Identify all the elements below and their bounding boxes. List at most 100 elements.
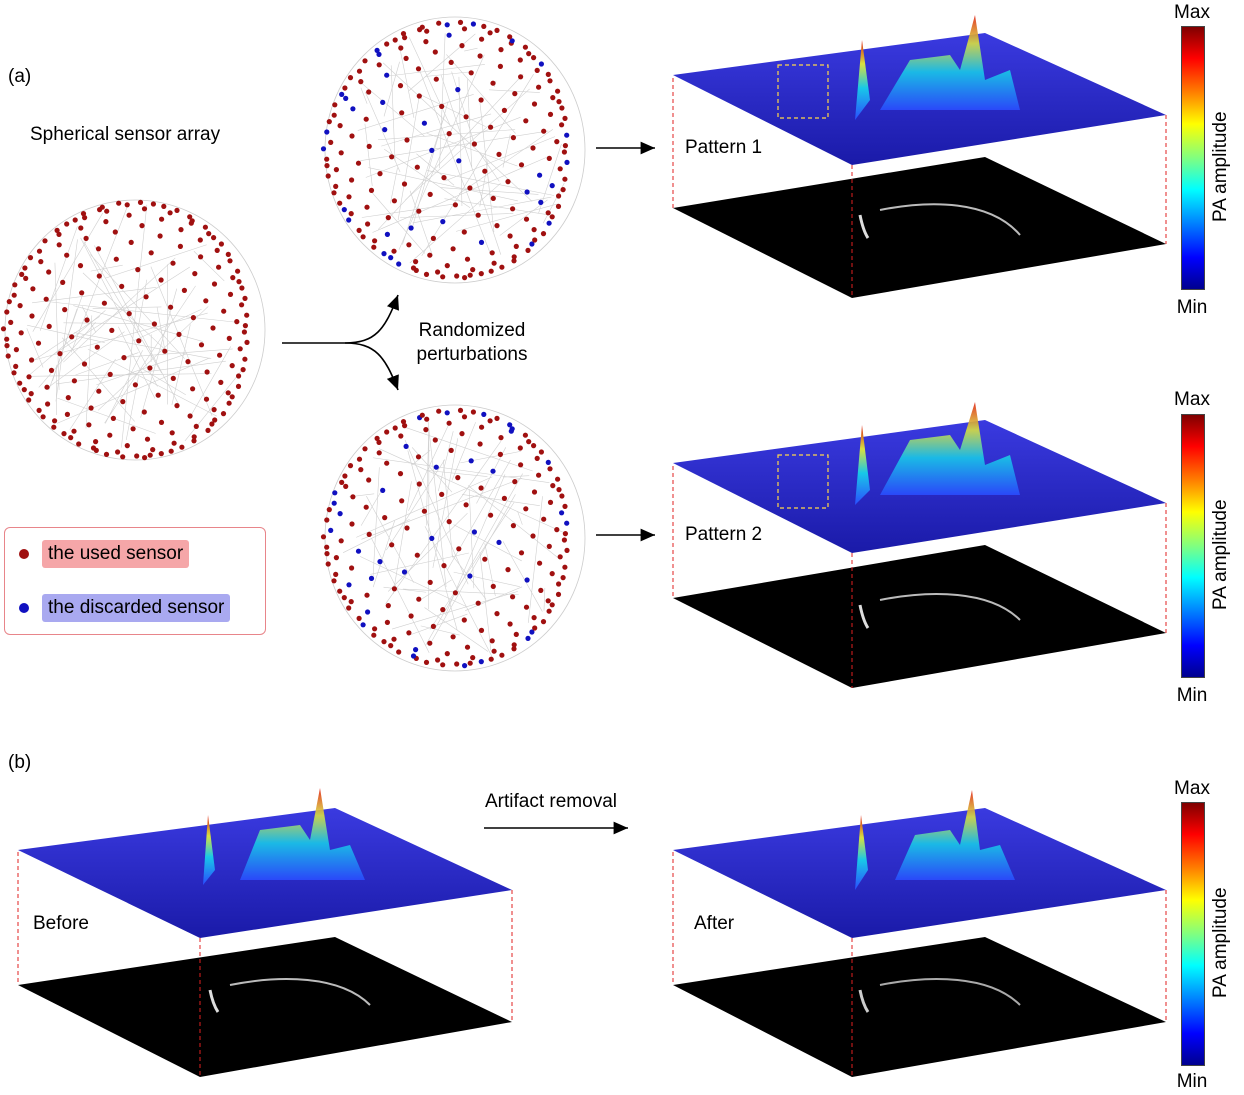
sensor-dot <box>564 520 570 526</box>
sensor-dot <box>481 23 487 29</box>
sensor-dot <box>203 298 209 304</box>
sensor-dot <box>421 508 427 514</box>
sensor-dot <box>530 145 536 151</box>
sensor-dot <box>488 512 494 518</box>
sensor-dot <box>203 396 210 402</box>
sensor-dot <box>400 419 407 425</box>
sensor-dot <box>478 271 484 277</box>
sensor-dot <box>487 30 493 36</box>
sensor-dot <box>511 258 517 264</box>
sensor-dot <box>356 68 363 74</box>
sensor-dot <box>244 312 250 318</box>
sensor-dot <box>381 251 387 257</box>
sensor-dot <box>126 212 132 218</box>
sensor-dot <box>362 446 368 452</box>
sensor-dot <box>382 515 388 521</box>
sensor-dot <box>536 472 542 478</box>
sensor-dot <box>517 445 523 451</box>
sensor-dot <box>88 405 94 411</box>
sensor-dot <box>385 603 391 609</box>
sensor-dot <box>471 529 477 535</box>
sensor-dot <box>337 200 343 206</box>
sensor-dot <box>96 273 102 279</box>
sensor-dot <box>429 535 435 542</box>
sensor-dot <box>454 661 460 667</box>
sensor-dot <box>101 300 107 306</box>
sensor-dot <box>497 451 503 457</box>
sensor-dot <box>377 559 383 565</box>
sensor-dot <box>115 449 121 455</box>
panel-b-label: (b) <box>8 752 32 773</box>
sensor-dot <box>325 173 331 179</box>
sensor-dot <box>191 434 197 440</box>
sensor-dot <box>481 411 487 417</box>
sensor-dot <box>517 57 523 63</box>
sensor-dot <box>410 653 417 659</box>
sensor-dot <box>331 578 337 584</box>
sensor-dot <box>110 415 116 421</box>
colorbar-2-title: PA amplitude <box>1210 499 1231 610</box>
sensor-dot <box>518 74 524 80</box>
sensor-dot <box>562 531 569 537</box>
sensor-dot <box>511 646 517 652</box>
sensor-dot <box>430 623 436 630</box>
sensor-dot <box>187 413 193 419</box>
sensor-dot <box>433 76 439 82</box>
sensor-dot <box>107 432 113 438</box>
sensor-dot <box>328 139 334 145</box>
sensor-dot <box>513 243 519 249</box>
sensor-dot <box>356 227 362 233</box>
sensor-dot <box>347 75 354 81</box>
sensor-dot <box>95 246 102 252</box>
sensor-dot <box>526 439 532 445</box>
sensor-dot <box>448 59 454 65</box>
sensor-dot <box>400 30 407 37</box>
sensor-dot <box>467 185 473 191</box>
sensor-dot <box>12 282 18 288</box>
sensor-dot <box>365 609 371 615</box>
sensor-dot <box>239 285 245 291</box>
sensor-dot <box>132 382 138 388</box>
sensor-dot <box>532 237 538 243</box>
sphere-array-pattern-2 <box>320 404 586 672</box>
sensor-dot <box>435 269 441 275</box>
sensor-dot <box>211 281 218 287</box>
sensor-dot <box>178 227 184 233</box>
legend-used-label: the used sensor <box>42 540 190 568</box>
sensor-dot <box>436 20 442 26</box>
sensor-dot <box>210 325 216 331</box>
array-title: Spherical sensor array <box>30 124 221 145</box>
sensor-dot <box>489 250 495 256</box>
sensor-dot <box>439 103 445 109</box>
sensor-dot <box>507 422 513 428</box>
sensor-dot <box>450 246 456 252</box>
sensor-dot <box>99 204 105 210</box>
sensor-dot <box>557 166 563 172</box>
sensor-dot <box>342 473 348 479</box>
sensor-dot <box>525 247 531 253</box>
sensor-dot <box>384 619 390 626</box>
sensor-dot <box>124 443 130 449</box>
sensor-dot <box>229 394 235 400</box>
sensor-dot <box>546 155 552 161</box>
sensor-dot <box>538 587 544 594</box>
sensor-dot <box>94 344 100 350</box>
sensor-dot <box>538 61 545 67</box>
sensor-dot <box>174 207 180 213</box>
discarded-sensor-dot <box>19 603 29 613</box>
sensor-dot <box>109 327 115 333</box>
sensor-dot <box>211 407 217 413</box>
panel-a-label: (a) <box>8 66 32 87</box>
sensor-dot <box>556 193 562 199</box>
sensor-dot <box>401 181 408 187</box>
sensor-dot <box>522 432 529 438</box>
sensor-dot <box>324 129 330 135</box>
sensor-dot <box>427 579 433 586</box>
sensor-dot <box>421 120 427 126</box>
sensor-dot <box>562 503 568 509</box>
sensor-dot <box>337 588 343 594</box>
sensor-dot <box>64 411 70 417</box>
sensor-dot <box>423 39 429 45</box>
sensor-dot <box>326 119 332 125</box>
sensor-dot <box>181 287 187 293</box>
